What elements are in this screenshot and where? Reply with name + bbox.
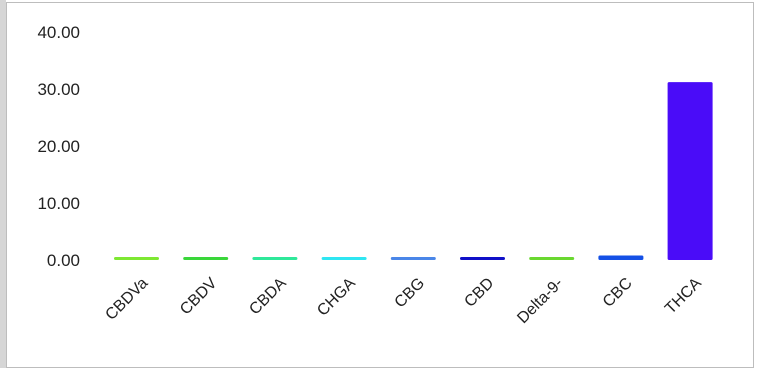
x-tick-label: CBC [600,275,636,311]
bar-cbdv[interactable] [183,257,229,260]
x-tick-label: CBD [461,275,497,311]
bar-cbc[interactable] [598,255,644,260]
bars [114,82,713,260]
x-tick-label: Delta-9- [514,275,566,327]
x-tick-label: CBDV [177,275,221,319]
x-tick-label: CBDA [246,275,290,319]
chart-panel [6,2,754,368]
bar-cbdva[interactable] [114,257,159,260]
y-tick-label: 30.00 [37,80,80,99]
bar-cbg[interactable] [390,257,436,260]
x-tick-label: CHGA [314,275,359,320]
bar-cbd[interactable] [460,257,505,260]
left-border [0,0,6,368]
x-tick-label: CBG [392,275,429,312]
x-axis: CBDVa CBDV CBDA CHGA CBG CBD Delta-9- CBC THCA [102,275,705,327]
y-tick-label: 20.00 [37,137,80,156]
bar-delta-9[interactable] [529,257,575,260]
bar-chga[interactable] [321,257,367,260]
y-tick-label: 0.00 [47,251,80,270]
bar-thca[interactable] [667,82,713,260]
x-tick-label: CBDVa [102,275,151,324]
y-tick-label: 40.00 [37,23,80,42]
y-tick-label: 10.00 [37,194,80,213]
x-tick-label: THCA [662,275,705,318]
bar-cbda[interactable] [252,257,298,260]
y-axis: 0.00 10.00 20.00 30.00 40.00 [37,23,80,270]
